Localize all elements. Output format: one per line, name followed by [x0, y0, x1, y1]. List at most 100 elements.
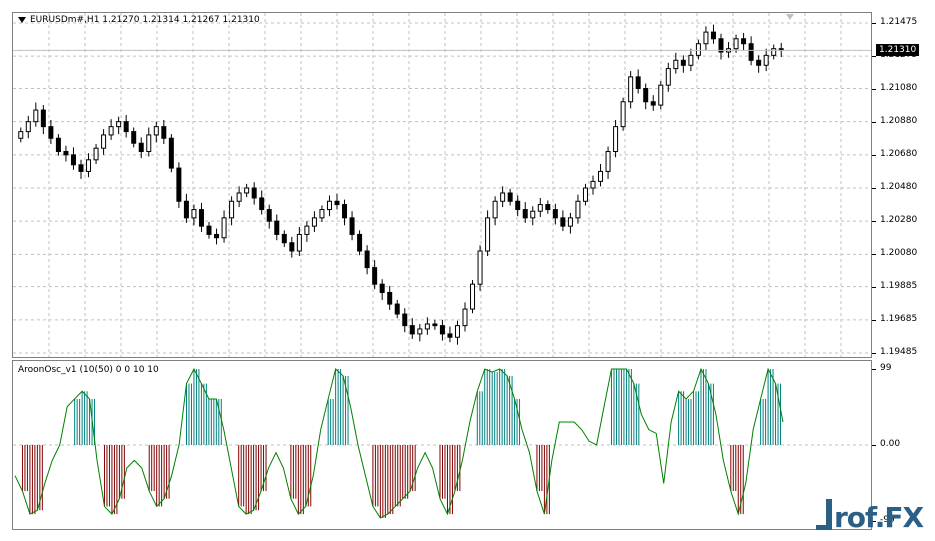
- price-scale[interactable]: 1.214751.212751.210801.208801.206801.204…: [872, 17, 918, 357]
- candle-body: [748, 43, 754, 61]
- candle-body: [379, 283, 385, 293]
- candle-body: [492, 200, 498, 219]
- candle-body: [650, 101, 656, 106]
- candle-body: [582, 187, 588, 202]
- logo-p-stem: [826, 499, 832, 529]
- candle-body: [296, 233, 302, 252]
- candle-body: [274, 220, 280, 235]
- candle-body: [530, 210, 536, 219]
- candle-body: [138, 142, 144, 153]
- candle-body: [507, 192, 513, 202]
- candle-body: [718, 38, 724, 53]
- candle-body: [470, 283, 476, 310]
- candle-body: [289, 242, 295, 252]
- candle-body: [55, 137, 61, 153]
- candle-body: [665, 68, 671, 86]
- candle-body: [25, 121, 31, 133]
- shift-marker-icon: [786, 14, 794, 20]
- price-chart-pane[interactable]: [12, 12, 872, 358]
- candle-body: [48, 126, 54, 139]
- candle-body: [477, 250, 483, 285]
- candle-body: [198, 209, 204, 227]
- candle-body: [402, 313, 408, 327]
- candle-body: [394, 303, 400, 315]
- prof-fx-logo: rof.FX: [812, 495, 932, 539]
- collapse-triangle-icon[interactable]: [18, 16, 26, 23]
- candle-body: [251, 187, 257, 199]
- candle-body: [575, 200, 581, 219]
- candle-body: [537, 204, 543, 212]
- candle-body: [357, 233, 363, 252]
- candle-body: [387, 291, 393, 305]
- candle-body: [18, 131, 24, 139]
- candle-body: [206, 225, 212, 235]
- candle-body: [771, 48, 777, 56]
- candle-body: [567, 217, 573, 227]
- current-price-label: 1.21310: [876, 44, 920, 57]
- candle-body: [334, 200, 340, 206]
- candle-body: [688, 54, 694, 66]
- candle-body: [635, 76, 641, 90]
- candle-body: [439, 325, 445, 335]
- candle-body: [40, 109, 46, 128]
- candle-body: [70, 154, 76, 166]
- candle-body: [515, 200, 521, 211]
- candle-body: [146, 134, 152, 153]
- candle-body: [673, 59, 679, 70]
- candle-body: [605, 151, 611, 172]
- candle-body: [123, 121, 129, 133]
- candle-body: [168, 137, 174, 169]
- candle-body: [319, 209, 325, 219]
- candle-body: [643, 88, 649, 103]
- candle-body: [349, 217, 355, 235]
- candle-body: [552, 209, 558, 219]
- candle-body: [658, 84, 664, 106]
- candle-body: [613, 126, 619, 153]
- candle-body: [372, 267, 378, 285]
- candle-body: [500, 192, 506, 202]
- candle-body: [462, 308, 468, 327]
- candle-body: [131, 131, 137, 144]
- candle-body: [244, 187, 250, 194]
- candle-body: [409, 325, 415, 335]
- candle-body: [116, 121, 122, 128]
- candle-body: [229, 200, 235, 219]
- candle-body: [304, 225, 310, 235]
- candle-body: [447, 333, 453, 338]
- candle-body: [342, 204, 348, 219]
- candle-body: [695, 43, 701, 56]
- candle-body: [733, 38, 739, 50]
- candle-body: [364, 250, 370, 269]
- candle-body: [101, 134, 107, 149]
- indicator-scale[interactable]: 99 0.00 -99: [872, 363, 901, 525]
- candle-body: [221, 217, 227, 239]
- candle-body: [522, 209, 528, 219]
- candle-body: [454, 325, 460, 338]
- candle-body: [259, 197, 265, 211]
- symbol-line: EURUSDm#,H1 1.21270 1.21314 1.21267 1.21…: [30, 15, 260, 25]
- candle-body: [703, 31, 709, 45]
- candle-body: [153, 126, 159, 136]
- logo-text: rof.FX: [834, 501, 924, 534]
- candle-body: [108, 126, 114, 136]
- candle-body: [756, 59, 762, 66]
- candle-body: [485, 217, 491, 252]
- candle-body: [63, 151, 69, 156]
- candle-body: [710, 31, 716, 40]
- candle-body: [78, 164, 84, 172]
- candle-body: [176, 167, 182, 202]
- symbol-info: EURUSDm#,H1 1.21270 1.21314 1.21267 1.21…: [18, 15, 260, 25]
- candle-body: [741, 38, 747, 45]
- candle-body: [266, 209, 272, 222]
- candle-body: [417, 328, 423, 335]
- candle-body: [598, 170, 604, 182]
- candle-body: [680, 59, 686, 66]
- candle-body: [86, 159, 92, 172]
- candle-body: [590, 180, 596, 189]
- candle-body: [763, 54, 769, 66]
- logo-p-base: [816, 525, 832, 530]
- candle-body: [161, 126, 167, 139]
- candle-body: [311, 217, 317, 227]
- candle-body: [93, 147, 99, 161]
